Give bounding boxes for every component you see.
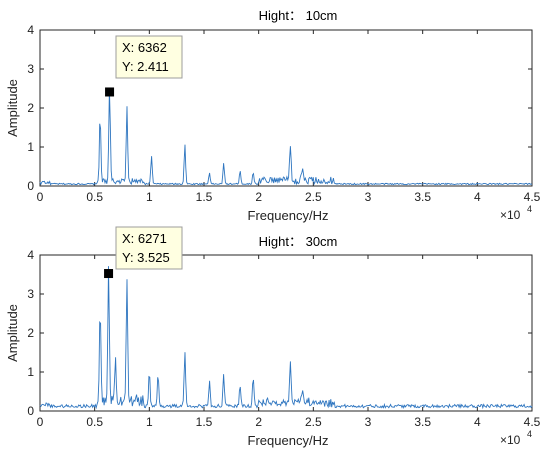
x-tick-label: 1.5	[196, 415, 213, 429]
datatip-x-text: X: 6362	[122, 40, 167, 55]
x-exponent-power: 4	[527, 429, 532, 439]
chart-title: Hight： 30cm	[259, 234, 338, 249]
y-tick-label: 0	[27, 404, 34, 418]
x-exponent-power: 4	[527, 204, 532, 214]
x-tick-label: 1	[146, 190, 153, 204]
y-tick-label: 4	[27, 248, 34, 262]
x-tick-label: 4.5	[524, 190, 541, 204]
x-tick-label: 1.5	[196, 190, 213, 204]
datatip-box[interactable]	[115, 35, 183, 79]
x-tick-label: 1	[146, 415, 153, 429]
x-tick-label: 0	[37, 190, 44, 204]
datatip-marker[interactable]	[104, 269, 114, 279]
datatip-y-text: Y: 2.411	[122, 59, 169, 74]
y-tick-label: 2	[27, 326, 34, 340]
x-tick-label: 3.5	[414, 415, 431, 429]
x-tick-label: 4	[474, 415, 481, 429]
datatip-y-text: Y: 3.525	[122, 250, 170, 265]
x-tick-label: 2	[255, 190, 262, 204]
x-tick-label: 2.5	[305, 190, 322, 204]
x-tick-label: 3	[365, 190, 372, 204]
y-tick-label: 1	[27, 140, 34, 154]
x-exponent-label: ×10	[500, 208, 521, 222]
x-axis-label: Frequency/Hz	[248, 433, 329, 448]
chart-title: Hight： 10cm	[259, 8, 338, 23]
x-axis-label: Frequency/Hz	[248, 208, 329, 223]
spectrum-series	[39, 88, 533, 186]
y-tick-label: 2	[27, 101, 34, 115]
x-tick-label: 4	[474, 190, 481, 204]
datatip-x-text: X: 6271	[122, 231, 167, 246]
x-tick-label: 3.5	[414, 190, 431, 204]
x-tick-label: 0	[37, 415, 44, 429]
y-tick-label: 3	[27, 62, 34, 76]
y-tick-label: 3	[27, 287, 34, 301]
x-tick-label: 3	[365, 415, 372, 429]
y-tick-label: 0	[27, 179, 34, 193]
x-tick-label: 2	[255, 415, 262, 429]
x-tick-label: 0.5	[86, 190, 103, 204]
datatip-marker[interactable]	[105, 87, 115, 97]
spectrum-series	[39, 266, 533, 410]
datatip-box[interactable]	[115, 226, 183, 270]
plot-area	[39, 29, 533, 187]
y-axis-label: Amplitude	[5, 304, 20, 362]
x-tick-label: 0.5	[86, 415, 103, 429]
x-tick-label: 2.5	[305, 415, 322, 429]
x-exponent-label: ×10	[500, 433, 521, 447]
y-tick-label: 4	[27, 23, 34, 37]
y-tick-label: 1	[27, 365, 34, 379]
y-axis-label: Amplitude	[5, 79, 20, 137]
x-tick-label: 4.5	[524, 415, 541, 429]
